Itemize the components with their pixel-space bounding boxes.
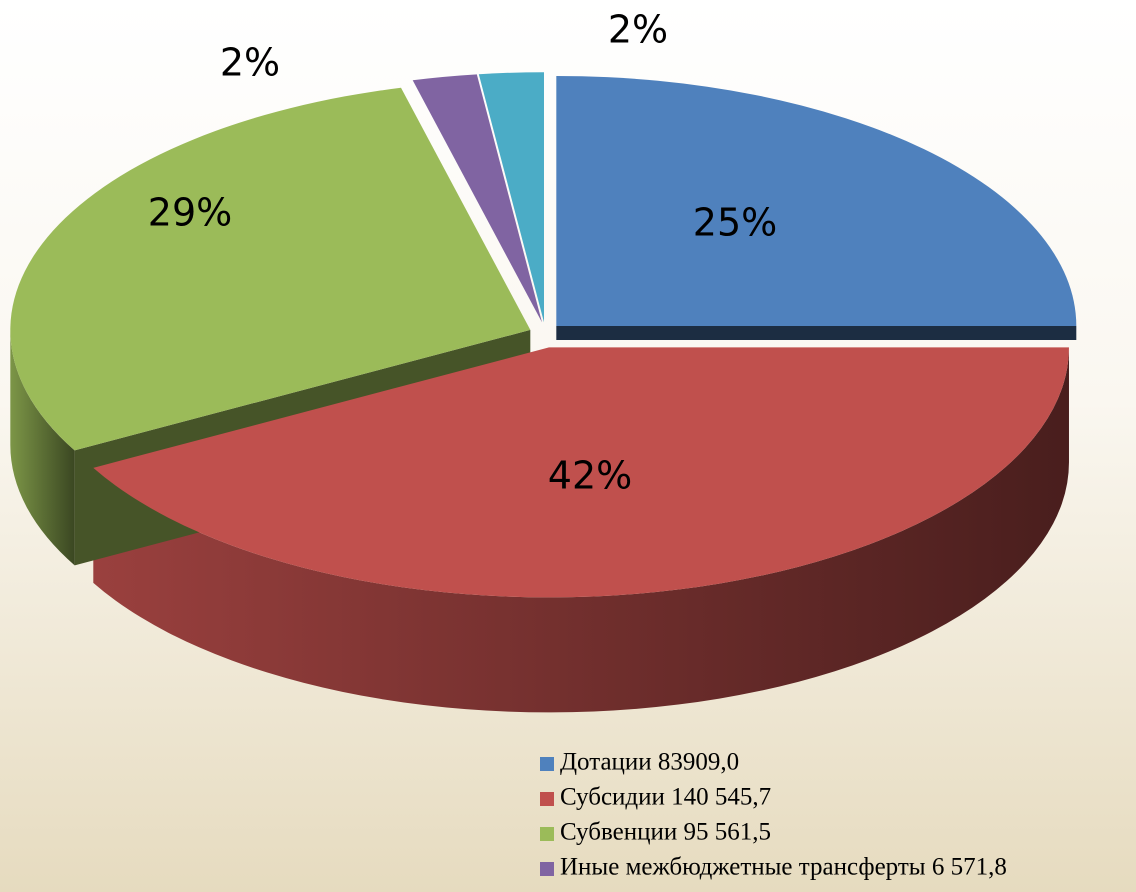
slice-label: 25% bbox=[693, 201, 777, 245]
pie-slice bbox=[10, 87, 531, 451]
legend-label: Дотации 83909,0 bbox=[560, 749, 739, 776]
legend-label: Иные межбюджетные трансферты 6 571,8 bbox=[560, 854, 1007, 881]
slice-label: 29% bbox=[148, 191, 232, 235]
legend-swatch bbox=[540, 792, 554, 806]
legend-swatch bbox=[540, 862, 554, 876]
legend: Дотации 83909,0 Субсидии 140 545,7 Субвенц… bbox=[540, 749, 1007, 881]
pie-slice bbox=[93, 347, 1069, 598]
slice-label: 2% bbox=[220, 41, 280, 85]
pie-slice bbox=[412, 74, 543, 323]
legend-swatch bbox=[540, 827, 554, 841]
legend-label: Субвенции 95 561,5 bbox=[560, 819, 771, 846]
pie-labels: 25% 42% 29% 2% 2% bbox=[148, 8, 777, 498]
legend-swatch bbox=[540, 757, 554, 771]
pie-slice bbox=[478, 72, 544, 323]
pie-slice bbox=[556, 75, 1077, 326]
slice-label: 2% bbox=[608, 8, 668, 52]
slice-label: 42% bbox=[548, 454, 632, 498]
pie-edge bbox=[556, 325, 1077, 340]
legend-label: Субсидии 140 545,7 bbox=[560, 784, 771, 811]
pie-side bbox=[10, 329, 75, 566]
pie-side bbox=[93, 347, 1069, 713]
pie-tops bbox=[10, 72, 1077, 598]
